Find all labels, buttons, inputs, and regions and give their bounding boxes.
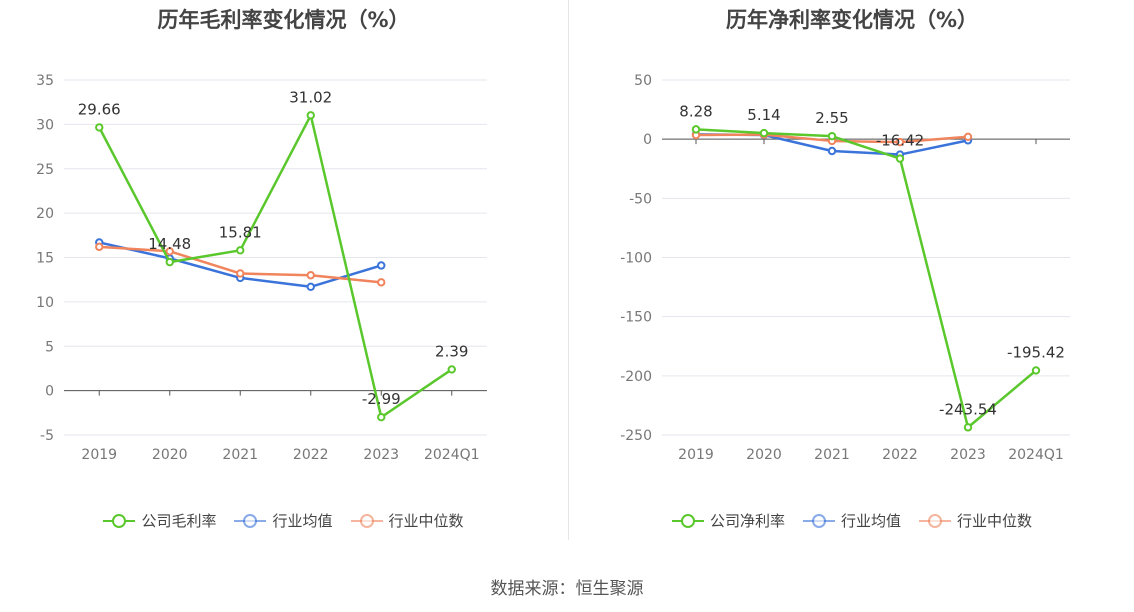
data-point (963, 423, 973, 432)
data-point (165, 257, 174, 267)
legend-swatch-icon (350, 513, 383, 528)
data-label: 31.02 (289, 88, 332, 106)
legend: 公司毛利率 行业均值 行业中位数 (0, 510, 567, 531)
legend-swatch-icon (103, 513, 136, 528)
data-point (236, 246, 245, 255)
x-tick-label: 2024Q1 (424, 447, 480, 463)
y-tick-label: -250 (620, 428, 652, 444)
legend-label: 行业中位数 (957, 512, 1033, 530)
legend-item[interactable]: 公司净利率 (671, 510, 785, 531)
data-label: 29.66 (78, 100, 121, 118)
x-tick-label: 2023 (950, 447, 986, 463)
legend-swatch-icon (802, 513, 835, 528)
legend-label: 行业均值 (272, 512, 333, 530)
data-point (95, 123, 104, 132)
chart-title: 历年净利率变化情况（%） (725, 8, 979, 32)
legend-swatch-icon (671, 513, 704, 528)
data-point (827, 146, 837, 156)
data-point (95, 242, 104, 252)
y-tick-label: -50 (629, 191, 652, 207)
data-point (236, 269, 245, 278)
x-tick-label: 2024Q1 (1008, 447, 1064, 463)
series-line (695, 128, 1037, 429)
data-point (895, 137, 905, 147)
data-label: 2.39 (435, 342, 468, 360)
legend-item[interactable]: 行业中位数 (919, 510, 1032, 531)
net-margin-chart: -250 -200 -150 -100 -50 0 50 2019 2020 2021 2022 20… (620, 73, 1070, 463)
y-tick-label: -100 (620, 251, 652, 267)
y-tick-label: 0 (45, 384, 54, 400)
legend-label: 行业均值 (840, 512, 901, 530)
y-tick-label: 10 (36, 295, 54, 311)
x-tick-label: 2020 (746, 447, 782, 463)
y-tick-label: -200 (620, 369, 652, 385)
data-label: 14.48 (148, 235, 191, 253)
x-tick-label: 2023 (363, 447, 399, 463)
y-tick-label: 15 (36, 251, 54, 267)
data-label: -243.54 (939, 400, 997, 418)
legend-label: 公司净利率 (709, 512, 785, 530)
legend-swatch-icon (919, 513, 951, 528)
x-tick-label: 2022 (293, 447, 329, 463)
data-point (165, 247, 174, 256)
gross-margin-panel: 历年毛利率变化情况（%） -5 0 5 10 15 20 25 30 35 2019 2020 202… (0, 0, 567, 545)
data-label: 15.81 (219, 223, 262, 241)
data-label: 8.28 (679, 102, 712, 120)
panel-divider (568, 0, 569, 540)
data-point (306, 282, 315, 291)
data-label: -2.99 (362, 390, 401, 408)
data-point (1031, 366, 1041, 375)
y-tick-label: 50 (634, 73, 652, 89)
legend-item[interactable]: 行业均值 (802, 510, 901, 531)
data-point (827, 131, 837, 141)
legend-item[interactable]: 行业中位数 (350, 510, 464, 531)
y-tick-label: 30 (36, 117, 54, 133)
x-tick-label: 2021 (222, 447, 258, 463)
data-label: -16.42 (876, 132, 924, 150)
legend-label: 公司毛利率 (141, 512, 217, 530)
chart-title: 历年毛利率变化情况（%） (157, 8, 410, 32)
data-point (377, 412, 386, 422)
data-label: 5.14 (747, 106, 780, 124)
data-source: 数据来源：恒生聚源 (490, 579, 644, 599)
x-tick-label: 2019 (678, 447, 714, 463)
y-tick-label: 5 (45, 339, 54, 355)
y-tick-label: 35 (36, 73, 54, 89)
data-point (306, 271, 315, 280)
net-margin-panel: 历年净利率变化情况（%） -250 -200 -150 -100 -50 0 50 2019 2… (570, 0, 1134, 545)
legend-swatch-icon (234, 513, 267, 528)
gross-margin-chart: -5 0 5 10 15 20 25 30 35 2019 2020 2021 2022 2023 2024… (36, 73, 487, 463)
x-tick-label: 2020 (152, 447, 188, 463)
x-tick-label: 2019 (81, 447, 117, 463)
x-tick-label: 2021 (814, 447, 850, 463)
data-point (963, 132, 973, 142)
x-tick-label: 2022 (882, 447, 918, 463)
data-point (895, 154, 905, 163)
y-tick-label: 0 (643, 132, 652, 148)
y-tick-label: 25 (36, 162, 54, 178)
data-point (306, 111, 315, 120)
legend-item[interactable]: 公司毛利率 (103, 510, 216, 531)
y-tick-label: -5 (40, 428, 54, 444)
y-tick-label: -150 (620, 310, 652, 326)
data-label: -195.42 (1007, 343, 1065, 361)
legend: 公司净利率 行业均值 行业中位数 (570, 510, 1134, 531)
data-point (759, 128, 769, 138)
data-point (691, 125, 701, 134)
data-point (447, 365, 456, 374)
legend-item[interactable]: 行业均值 (234, 510, 333, 531)
y-tick-label: 20 (36, 206, 54, 222)
data-point (377, 261, 386, 270)
legend-label: 行业中位数 (388, 512, 464, 530)
series-line (98, 114, 453, 419)
data-label: 2.55 (815, 109, 848, 127)
data-point (377, 278, 386, 287)
